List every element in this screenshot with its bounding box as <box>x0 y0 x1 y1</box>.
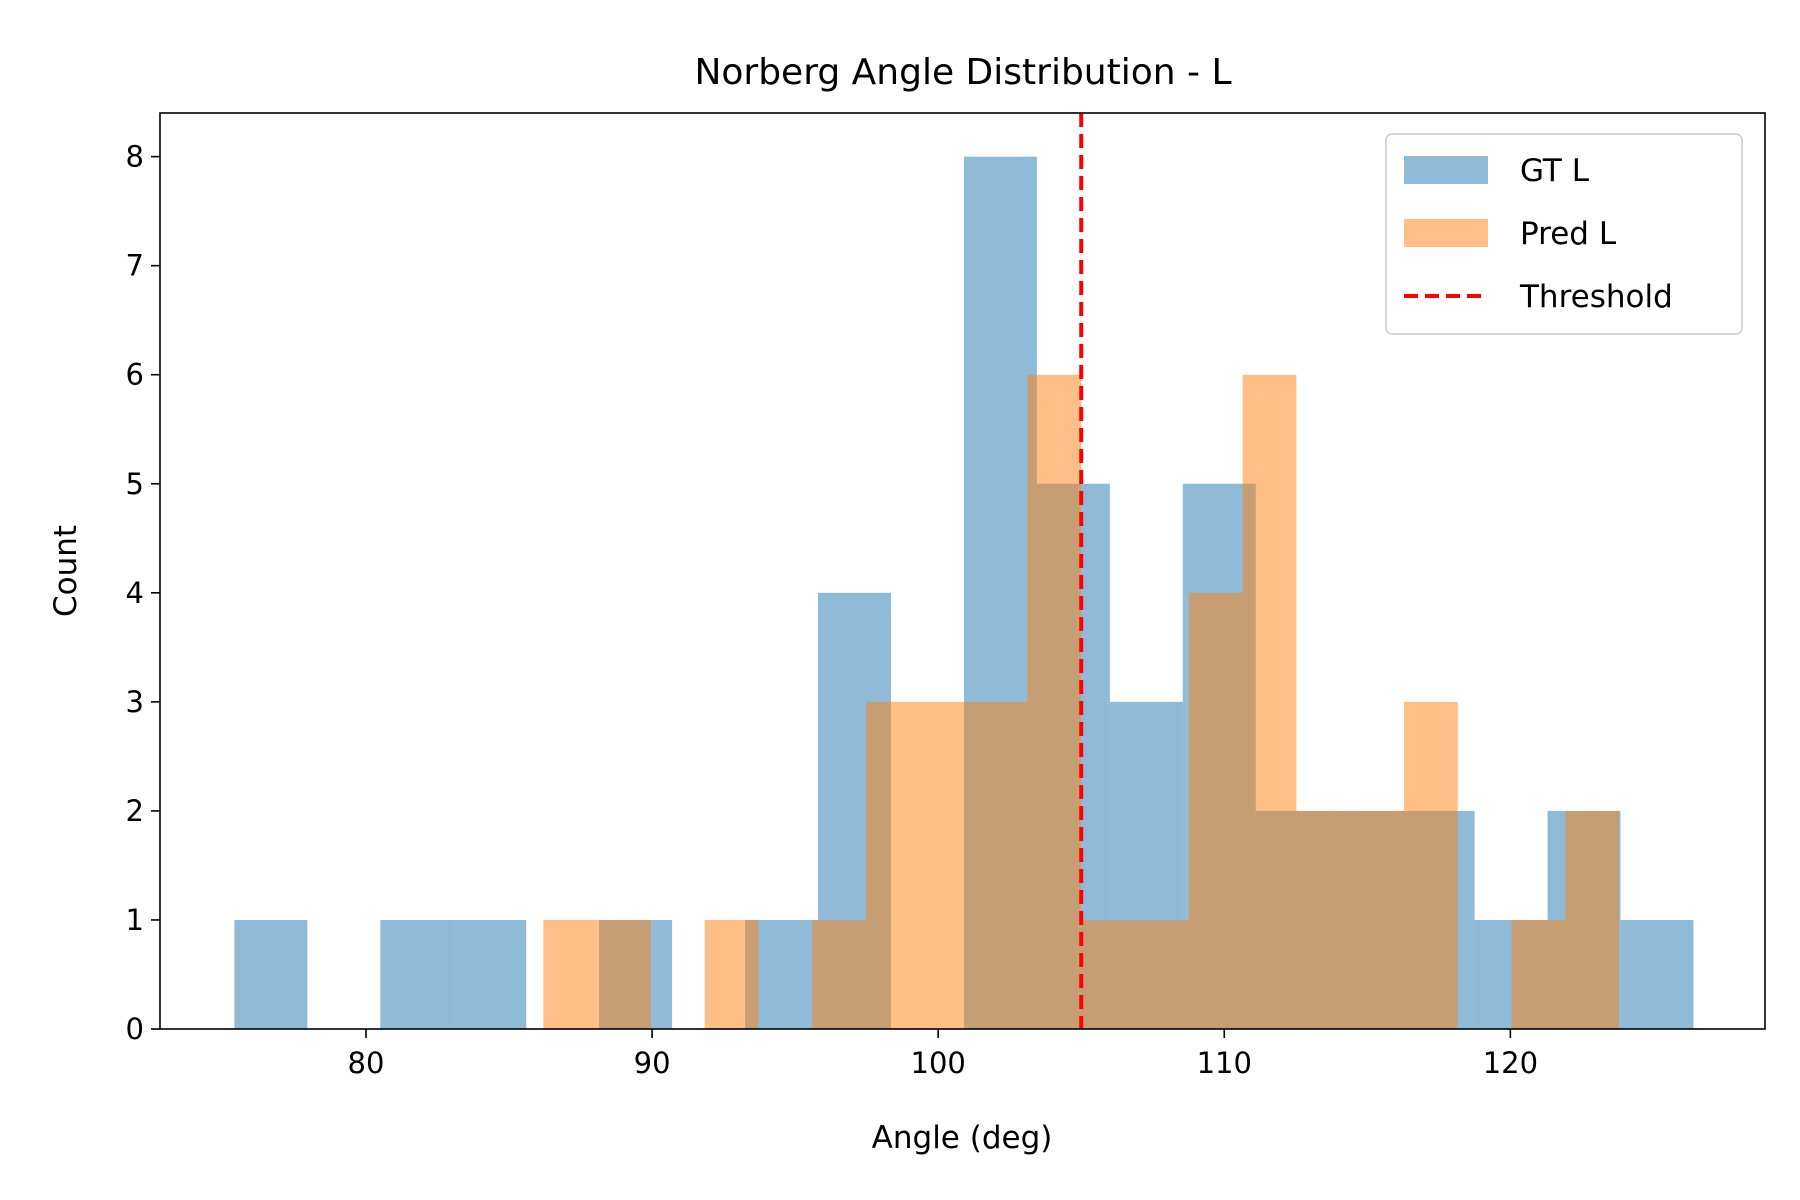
x-axis-label: Angle (deg) <box>872 1120 1053 1156</box>
pred-bar-12 <box>1188 592 1243 1029</box>
pred-bar-5 <box>812 919 867 1029</box>
y-tick-label-0: 0 <box>126 1012 144 1046</box>
y-axis-ticks: 0 1 2 3 4 5 6 7 8 <box>126 140 160 1046</box>
chart-title: Norberg Angle Distribution - L <box>694 52 1231 93</box>
legend-label-pred: Pred L <box>1520 216 1617 252</box>
x-tick-label-100: 100 <box>911 1046 966 1080</box>
pred-bar-18 <box>1511 919 1566 1029</box>
pred-bar-7 <box>919 701 974 1029</box>
legend-swatch-gt <box>1404 156 1488 184</box>
y-tick-label-7: 7 <box>126 249 144 283</box>
y-tick-label-5: 5 <box>126 467 144 501</box>
legend-label-threshold: Threshold <box>1519 279 1673 315</box>
pred-bar-15 <box>1350 810 1404 1029</box>
x-tick-label-90: 90 <box>634 1046 671 1080</box>
pred-bar-0 <box>543 919 598 1029</box>
x-tick-label-120: 120 <box>1483 1046 1538 1080</box>
gt-bar-3 <box>453 919 527 1029</box>
pred-bar-13 <box>1242 374 1297 1029</box>
gt-bar-0 <box>234 919 308 1029</box>
y-tick-label-3: 3 <box>126 685 144 719</box>
x-axis-ticks: 80 90 100 110 120 <box>348 1029 1538 1080</box>
x-tick-label-110: 110 <box>1197 1046 1252 1080</box>
pred-bar-14 <box>1296 810 1351 1029</box>
pred-bar-11 <box>1135 919 1189 1029</box>
pred-bar-6 <box>866 701 920 1029</box>
y-tick-label-8: 8 <box>126 140 144 174</box>
pred-series-bars <box>543 374 1620 1029</box>
y-tick-label-4: 4 <box>126 576 144 610</box>
plot-area-frame <box>159 112 1766 1030</box>
pred-bar-3 <box>704 919 759 1029</box>
pred-bar-19 <box>1565 810 1620 1029</box>
pred-bar-10 <box>1081 919 1136 1029</box>
y-tick-label-2: 2 <box>126 794 144 828</box>
y-tick-label-1: 1 <box>126 903 144 937</box>
pred-bar-16 <box>1403 701 1458 1029</box>
legend: GT L Pred L Threshold <box>1385 133 1743 335</box>
gt-bar-19 <box>1620 919 1694 1029</box>
x-tick-label-80: 80 <box>348 1046 385 1080</box>
y-tick-label-6: 6 <box>126 358 144 392</box>
pred-bar-8 <box>973 701 1028 1029</box>
legend-label-gt: GT L <box>1520 153 1590 189</box>
y-axis-label: Count <box>48 525 84 617</box>
legend-swatch-pred <box>1404 219 1488 247</box>
pred-bar-9 <box>1027 374 1082 1029</box>
pred-bar-1 <box>597 919 651 1029</box>
gt-bar-2 <box>380 919 454 1029</box>
